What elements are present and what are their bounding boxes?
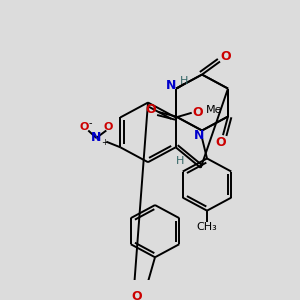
Text: N: N <box>194 129 204 142</box>
Text: O: O <box>216 136 226 149</box>
Text: O: O <box>221 50 231 63</box>
Text: O: O <box>192 106 203 119</box>
Text: O: O <box>103 122 113 132</box>
Text: N: N <box>91 131 101 145</box>
Text: N: N <box>166 79 176 92</box>
Text: CH₃: CH₃ <box>196 222 218 233</box>
Text: O: O <box>80 122 89 132</box>
Text: Me: Me <box>206 105 222 115</box>
Text: +: + <box>101 138 108 147</box>
Text: O: O <box>132 290 142 300</box>
Text: H: H <box>176 156 184 166</box>
Text: H: H <box>180 76 188 86</box>
Text: -: - <box>88 118 92 128</box>
Text: O: O <box>146 103 156 116</box>
